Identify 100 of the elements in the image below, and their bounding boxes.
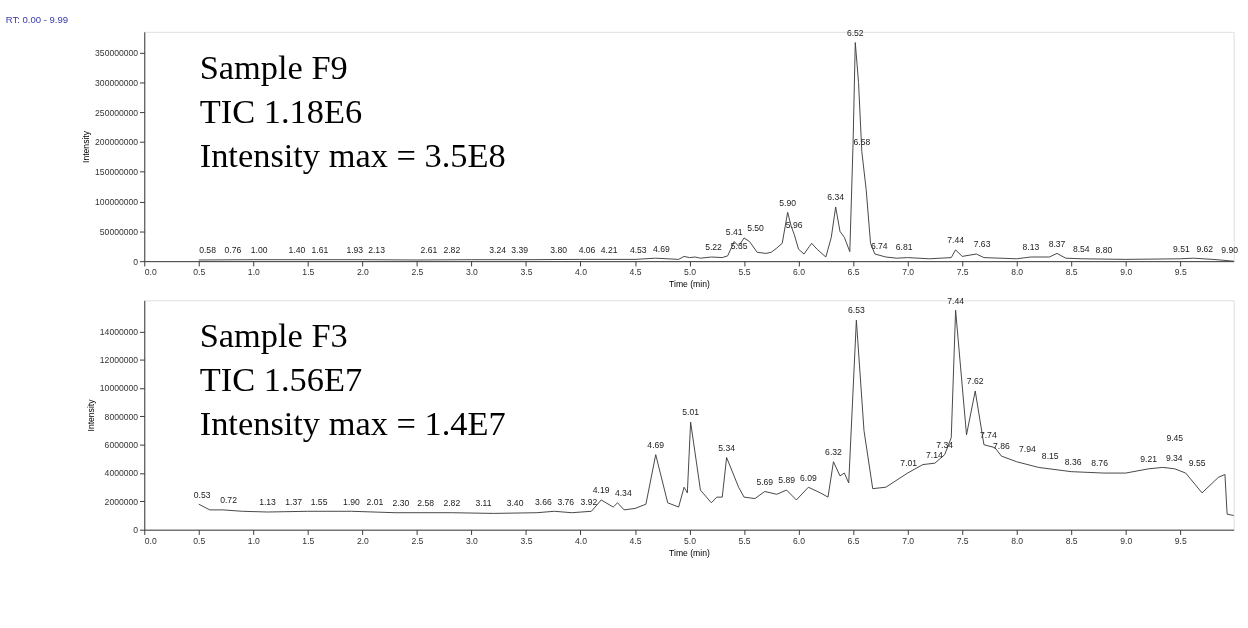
annotation: 3.76 xyxy=(557,496,575,507)
x-tick-label: 4.5 xyxy=(629,267,642,278)
x-tick-label: 4.0 xyxy=(574,267,588,278)
x-tick-label: 1.0 xyxy=(247,535,261,546)
y-axis-title: Intensity xyxy=(86,398,97,432)
annotation: 6.34 xyxy=(827,192,845,203)
annotation: Sample F9 xyxy=(199,47,348,86)
annotation: 5.69 xyxy=(756,476,774,487)
annotation: 9.45 xyxy=(1166,433,1184,444)
annotation: 8.36 xyxy=(1064,456,1082,467)
annotation: 0.58 xyxy=(199,245,217,256)
annotation: 2.58 xyxy=(417,498,435,509)
x-tick-label: 6.5 xyxy=(847,535,860,546)
x-tick-label: 8.0 xyxy=(1011,267,1024,278)
text: RT: 0.00 - 9.99 xyxy=(5,14,69,26)
annotation: 5.89 xyxy=(778,475,796,486)
annotation: 1.93 xyxy=(346,245,364,255)
y-axis-title: Intensity xyxy=(81,130,92,163)
x-tick-label: 6.0 xyxy=(793,535,806,546)
x-tick-label: 7.5 xyxy=(956,267,969,278)
annotation: 9.90 xyxy=(1221,244,1239,255)
annotation: 9.51 xyxy=(1172,244,1190,255)
y-tick-label: 250000000 xyxy=(95,107,139,118)
x-tick-label: 7.5 xyxy=(956,535,969,546)
annotation: 6.74 xyxy=(870,240,888,251)
annotation: 5.22 xyxy=(705,242,723,253)
annotation: Intensity max = 3.5E8 xyxy=(199,135,506,174)
y-tick-label: 100000000 xyxy=(95,196,139,207)
annotation: TIC 1.18E6 xyxy=(199,91,363,130)
annotation: 7.44 xyxy=(947,295,965,306)
annotation: 6.52 xyxy=(846,27,864,38)
x-tick-label: 1.0 xyxy=(247,267,261,278)
annotation: 4.69 xyxy=(653,243,671,254)
annotation: 4.53 xyxy=(629,244,647,255)
annotation: Sample F3 xyxy=(199,316,348,355)
annotation: 4.06 xyxy=(578,244,596,255)
x-tick-label: 0.5 xyxy=(193,535,206,546)
x-tick-label: 0.0 xyxy=(144,535,157,546)
x-tick-label: 8.5 xyxy=(1065,267,1078,278)
x-tick-label: 9.5 xyxy=(1174,267,1187,278)
annotation: 7.14 xyxy=(925,449,943,460)
x-tick-label: 4.0 xyxy=(574,535,588,546)
x-tick-label: 3.5 xyxy=(520,267,533,278)
annotation: 1.37 xyxy=(285,497,303,508)
annotation: 1.13 xyxy=(259,497,277,508)
annotation: 1.00 xyxy=(250,245,268,255)
x-axis-title: Time (min) xyxy=(669,279,710,290)
x-axis-title: Time (min) xyxy=(669,547,710,558)
x-tick-label: 0.5 xyxy=(193,267,206,278)
x-tick-label: 4.5 xyxy=(629,535,642,546)
annotation: 0.53 xyxy=(193,489,211,500)
annotation: 5.35 xyxy=(730,241,748,252)
annotation: 5.41 xyxy=(725,226,743,237)
annotation: 5.90 xyxy=(779,197,797,208)
annotation: 8.15 xyxy=(1041,451,1059,462)
y-tick-label: 0 xyxy=(133,525,139,536)
annotation: 7.94 xyxy=(1018,444,1036,455)
annotation: 2.13 xyxy=(368,245,386,255)
annotation: 3.40 xyxy=(506,498,524,509)
annotation: 0.72 xyxy=(220,495,238,506)
annotation: 5.50 xyxy=(747,223,765,234)
x-tick-label: 1.5 xyxy=(302,267,315,278)
annotation: 8.80 xyxy=(1095,244,1113,255)
x-tick-label: 9.0 xyxy=(1120,535,1133,546)
annotation: 6.09 xyxy=(800,472,817,483)
annotation: 8.76 xyxy=(1091,458,1109,469)
y-tick-label: 150000000 xyxy=(95,167,139,178)
annotation: 2.30 xyxy=(392,498,410,509)
annotation: 4.69 xyxy=(647,439,665,450)
annotation: 9.62 xyxy=(1196,243,1214,254)
annotation: 2.82 xyxy=(443,245,461,256)
annotation: 3.92 xyxy=(580,497,598,508)
x-tick-label: 2.5 xyxy=(411,267,424,278)
annotation: 7.01 xyxy=(900,458,918,469)
x-tick-label: 0.0 xyxy=(144,267,157,278)
annotation: 6.32 xyxy=(825,447,843,458)
y-tick-label: 4000000 xyxy=(104,468,139,479)
annotation: 3.39 xyxy=(511,245,529,255)
annotation: 5.34 xyxy=(718,442,736,453)
x-tick-label: 3.0 xyxy=(465,535,479,546)
x-tick-label: 2.0 xyxy=(356,267,370,278)
annotation: 7.86 xyxy=(993,441,1010,452)
y-tick-label: 200000000 xyxy=(95,137,139,148)
x-tick-label: 3.5 xyxy=(520,535,533,546)
annotation: 3.66 xyxy=(535,497,552,508)
annotation: 3.11 xyxy=(475,498,492,509)
y-tick-label: 10000000 xyxy=(99,383,139,394)
x-tick-label: 5.5 xyxy=(738,267,751,278)
x-tick-label: 3.0 xyxy=(465,267,479,278)
annotation: 1.61 xyxy=(311,245,329,255)
annotation: 4.34 xyxy=(614,488,632,499)
annotation: 3.80 xyxy=(550,245,568,255)
y-tick-label: 2000000 xyxy=(104,496,139,507)
annotation: 5.96 xyxy=(785,219,803,230)
annotation: 2.82 xyxy=(443,498,461,509)
annotation: 7.34 xyxy=(936,439,954,450)
x-tick-label: 5.0 xyxy=(684,267,697,278)
annotation: 4.19 xyxy=(592,485,610,496)
annotation: 8.37 xyxy=(1048,238,1066,249)
x-tick-label: 5.5 xyxy=(738,535,751,546)
